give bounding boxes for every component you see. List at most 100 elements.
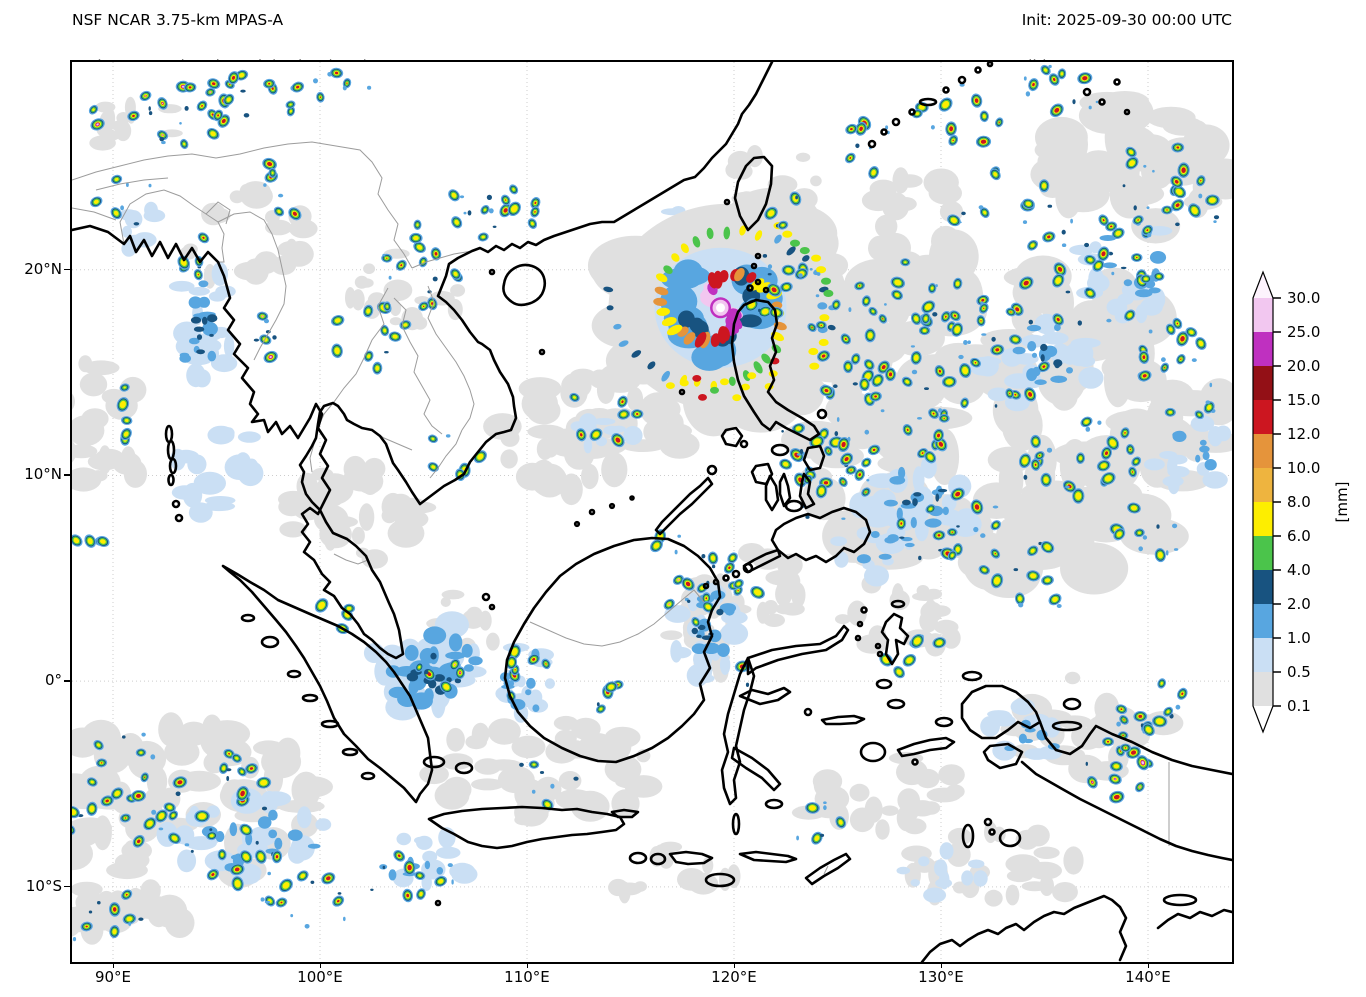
precipitation-field xyxy=(72,64,1232,947)
precip-patch-g xyxy=(278,455,437,569)
x-tick-label: 120°E xyxy=(711,968,757,986)
colorbar-tick-label: 0.5 xyxy=(1287,663,1311,681)
precip-patch-g xyxy=(345,248,466,331)
precip-patch-g xyxy=(72,355,147,492)
precip-patch-b2 xyxy=(1012,323,1073,386)
colorbar-tick-label: 20.0 xyxy=(1287,357,1320,375)
colorbar-over-arrow xyxy=(1253,272,1273,298)
precip-patch-g xyxy=(608,841,741,904)
convective-cell-cluster xyxy=(879,633,947,679)
convective-cell-cluster xyxy=(947,166,1053,227)
x-tick-mark xyxy=(112,962,115,968)
colorbar-tick-label: 4.0 xyxy=(1287,561,1311,579)
precip-patch-g xyxy=(180,181,318,289)
precip-patch-g xyxy=(1030,91,1232,244)
precip-patch-b2 xyxy=(1172,430,1217,471)
precip-patch-b1 xyxy=(119,201,166,257)
convective-cell-cluster xyxy=(978,540,1062,608)
colorbar-tick-label: 12.0 xyxy=(1287,425,1320,443)
convective-cell-cluster xyxy=(569,392,644,448)
colorbar-segment xyxy=(1253,570,1273,604)
colorbar-segment xyxy=(1253,468,1273,502)
convective-cell-cluster xyxy=(409,189,494,244)
x-tick-mark xyxy=(319,962,322,968)
map-plot-area xyxy=(70,60,1234,964)
convective-cell-cluster xyxy=(845,115,890,180)
convective-cell-cluster xyxy=(177,232,210,281)
convective-cell-cluster xyxy=(196,69,296,118)
precip-patch-g xyxy=(72,850,195,947)
precip-patch-b3 xyxy=(691,608,724,640)
convective-cell-cluster xyxy=(116,383,133,446)
y-tick-mark xyxy=(64,680,70,682)
colorbar-segment xyxy=(1253,604,1273,638)
convective-cell-cluster xyxy=(486,184,541,229)
convective-cell-cluster xyxy=(896,487,1001,561)
x-tick-mark xyxy=(733,962,736,968)
colorbar-segment xyxy=(1253,434,1273,468)
precip-patch-b2 xyxy=(856,531,915,564)
y-tick-label: 10°S xyxy=(25,876,62,895)
colorbar-tick-label: 1.0 xyxy=(1287,629,1311,647)
convective-cell-cluster xyxy=(779,423,830,470)
convective-cell-cluster xyxy=(1023,64,1099,118)
x-tick-label: 110°E xyxy=(504,968,550,986)
convective-cell-cluster xyxy=(595,680,624,714)
convective-cell-cluster xyxy=(331,301,412,375)
convective-cell-cluster xyxy=(382,850,454,903)
colorbar-segment xyxy=(1253,536,1273,570)
convective-cell-cluster xyxy=(910,294,1051,409)
colorbar: 0.1 0.5 1.0 2.0 4.0 6.0 8.0 10.0 12.0 15.0 20.0 25.… xyxy=(1252,270,1351,734)
convective-cell-cluster xyxy=(1122,142,1220,238)
convective-cell-cluster xyxy=(314,598,356,635)
convective-cell-cluster xyxy=(90,174,152,226)
convective-cell-cluster xyxy=(519,760,579,811)
colorbar-tick-label: 30.0 xyxy=(1287,289,1320,307)
precip-patch-g xyxy=(861,167,969,281)
colorbar-tick-label: 15.0 xyxy=(1287,391,1320,409)
colorbar-segment xyxy=(1253,366,1273,400)
y-tick-mark xyxy=(64,268,70,271)
precip-patch-b1 xyxy=(896,842,988,903)
precip-patch-g xyxy=(419,715,663,827)
convective-cell-cluster xyxy=(764,191,802,230)
colorbar-segment xyxy=(1253,672,1273,706)
convective-cell-cluster xyxy=(415,658,466,694)
typhoon-eye xyxy=(716,303,726,313)
init-time-label: Init: 2025-09-30 00:00 UTC xyxy=(1021,11,1232,29)
precip-patch-b1 xyxy=(1143,415,1232,495)
precip-patch-b1 xyxy=(170,425,264,523)
colorbar-tick-label: 8.0 xyxy=(1287,493,1311,511)
y-tick-label: 0° xyxy=(44,671,62,690)
convective-cell-cluster xyxy=(376,241,463,314)
x-tick-mark xyxy=(526,962,529,968)
y-tick-label: 20°N xyxy=(24,259,62,278)
precip-patch-b3 xyxy=(1040,343,1063,369)
colorbar-tick-label: 6.0 xyxy=(1287,527,1311,545)
convective-cell-cluster xyxy=(1115,678,1188,737)
convective-cell-cluster xyxy=(262,157,302,221)
convective-cell-cluster xyxy=(260,870,374,929)
precip-patch-b3 xyxy=(902,488,948,507)
colorbar-segment xyxy=(1253,502,1273,536)
country-borders xyxy=(72,141,1170,875)
colorbar-segment xyxy=(1253,400,1273,434)
colorbar-tick-label: 25.0 xyxy=(1287,323,1320,341)
convective-cell-cluster xyxy=(1137,317,1216,420)
convective-cell-cluster xyxy=(807,281,888,365)
convective-cell-cluster xyxy=(72,534,110,548)
convective-cell-cluster xyxy=(762,254,821,293)
x-tick-mark xyxy=(940,962,943,968)
convective-cell-cluster xyxy=(88,80,231,150)
convective-cell-cluster xyxy=(184,823,283,892)
y-tick-mark xyxy=(64,885,70,888)
typhoon xyxy=(587,187,872,437)
y-tick-mark xyxy=(64,474,70,476)
x-tick-label: 90°E xyxy=(94,968,132,986)
convective-cell-cluster xyxy=(796,801,847,845)
colorbar-segment xyxy=(1253,332,1273,366)
colorbar-tick-label: 0.1 xyxy=(1287,697,1311,715)
convective-cell-cluster xyxy=(72,732,272,848)
title-line-1: NSF NCAR 3.75-km MPAS-A xyxy=(72,11,284,29)
